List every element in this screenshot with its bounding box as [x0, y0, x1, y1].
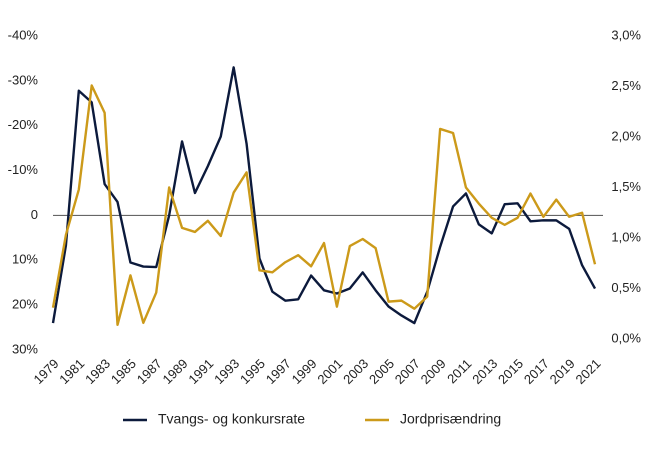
y2-tick-label: 0,5% — [611, 280, 641, 295]
x-tick-label: 2013 — [469, 356, 500, 387]
x-tick-label: 1997 — [263, 356, 294, 387]
y2-tick-label: 0,0% — [611, 330, 641, 345]
legend-label: Tvangs- og konkursrate — [158, 411, 305, 427]
x-tick-label: 1981 — [56, 356, 87, 387]
x-tick-label: 1999 — [289, 356, 320, 387]
x-tick-label: 2017 — [521, 356, 552, 387]
y2-tick-label: 1,5% — [611, 179, 641, 194]
x-tick-label: 2001 — [314, 356, 345, 387]
x-tick-label: 1991 — [185, 356, 216, 387]
series-line — [51, 66, 597, 325]
x-tick-label: 1985 — [108, 356, 139, 387]
y2-tick-label: 2,0% — [611, 128, 641, 143]
y-tick-label: -20% — [8, 117, 39, 132]
x-tick-label: 2003 — [340, 356, 371, 387]
x-tick-label: 2007 — [392, 356, 423, 387]
x-tick-label: 2005 — [366, 356, 397, 387]
y-tick-label: -30% — [8, 72, 39, 87]
y-tick-label: -40% — [8, 27, 39, 42]
x-tick-label: 1983 — [82, 356, 113, 387]
y-tick-label: 20% — [12, 297, 38, 312]
x-tick-label: 2021 — [572, 356, 603, 387]
x-tick-label: 1995 — [237, 356, 268, 387]
legend-label: Jordprisændring — [400, 411, 501, 427]
x-tick-label: 1989 — [160, 356, 191, 387]
x-tick-label: 1993 — [211, 356, 242, 387]
y-tick-label: 30% — [12, 341, 38, 356]
x-tick-label: 2015 — [495, 356, 526, 387]
y2-tick-label: 1,0% — [611, 229, 641, 244]
x-tick-label: 1979 — [30, 356, 61, 387]
y2-tick-label: 3,0% — [611, 27, 641, 42]
x-tick-label: 2009 — [418, 356, 449, 387]
x-tick-label: 2019 — [547, 356, 578, 387]
series-line — [51, 84, 597, 327]
y-tick-label: 10% — [12, 252, 38, 267]
y-tick-label: -10% — [8, 162, 39, 177]
y2-tick-label: 2,5% — [611, 78, 641, 93]
x-tick-label: 1987 — [134, 356, 165, 387]
x-tick-label: 2011 — [444, 356, 474, 386]
y-tick-label: 0 — [31, 207, 38, 222]
